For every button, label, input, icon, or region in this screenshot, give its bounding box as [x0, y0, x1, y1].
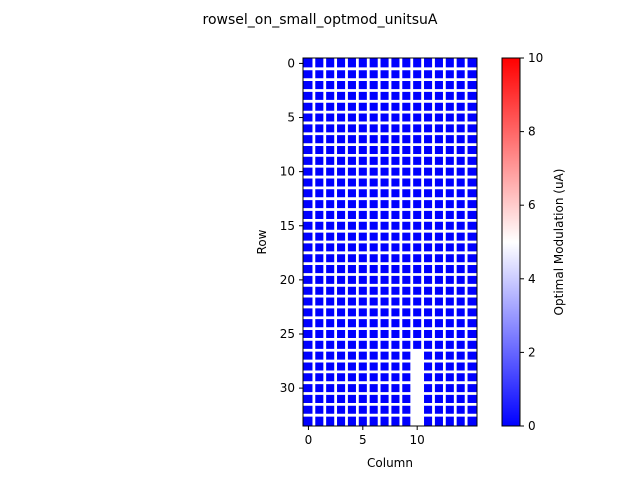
x-tick-label: 10	[410, 433, 425, 447]
y-axis-label: Row	[255, 229, 269, 254]
y-tick-label: 25	[280, 327, 295, 341]
colorbar-tick-label: 2	[528, 345, 536, 359]
colorbar-tick-label: 6	[528, 198, 536, 212]
heatmap-cell-empty	[411, 350, 423, 362]
x-tick-label: 5	[359, 433, 367, 447]
heatmap-cell-empty	[411, 393, 423, 405]
heatmap-cell-empty	[411, 361, 423, 372]
heatmap-cell-empty	[411, 382, 423, 394]
heatmap-cells	[411, 350, 423, 426]
heatmap-cell-empty	[411, 404, 423, 416]
colorbar: 0 2 4 6 8 10 Optimal Modulation (uA)	[501, 51, 566, 433]
y-tick-label: 20	[280, 273, 295, 287]
colorbar-label: Optimal Modulation (uA)	[552, 169, 566, 316]
colorbar-tick-label: 4	[528, 272, 536, 286]
colorbar-gradient	[501, 57, 521, 427]
heatmap-cell-empty	[411, 371, 423, 383]
x-axis-label: Column	[367, 456, 413, 470]
x-axis-ticks: 0 5 10	[305, 426, 425, 447]
y-tick-label: 10	[280, 165, 295, 179]
heatmap-frame	[302, 57, 478, 427]
heatmap-plot: 0 5 10 0 5 10 15 20 25 30	[280, 56, 478, 447]
y-axis-ticks: 0 5 10 15 20 25 30	[280, 56, 303, 395]
y-tick-label: 30	[280, 381, 295, 395]
heatmap-gridlines	[303, 58, 477, 426]
heatmap-cell-empty	[411, 415, 423, 426]
y-tick-label: 0	[287, 56, 295, 70]
colorbar-ticks: 0 2 4 6 8 10	[520, 51, 543, 433]
colorbar-tick-label: 8	[528, 125, 536, 139]
x-tick-label: 0	[305, 433, 313, 447]
colorbar-tick-label: 0	[528, 419, 536, 433]
colorbar-tick-label: 10	[528, 51, 543, 65]
y-tick-label: 5	[287, 111, 295, 125]
y-tick-label: 15	[280, 219, 295, 233]
chart-title: rowsel_on_small_optmod_unitsuA	[203, 12, 438, 28]
